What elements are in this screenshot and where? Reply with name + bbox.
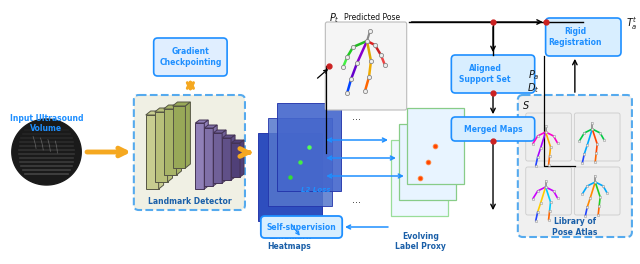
FancyBboxPatch shape — [525, 113, 572, 161]
Text: $P_a$: $P_a$ — [528, 69, 540, 82]
Polygon shape — [222, 135, 235, 138]
Polygon shape — [146, 111, 164, 115]
Text: L2 Loss: L2 Loss — [301, 187, 330, 193]
FancyBboxPatch shape — [276, 103, 341, 191]
FancyBboxPatch shape — [518, 95, 632, 237]
Polygon shape — [164, 109, 177, 175]
Polygon shape — [222, 130, 226, 183]
FancyBboxPatch shape — [545, 18, 621, 56]
Polygon shape — [195, 120, 208, 123]
Text: Evolving
Label Proxy: Evolving Label Proxy — [395, 232, 446, 251]
Text: $S$: $S$ — [522, 99, 530, 111]
FancyBboxPatch shape — [154, 38, 227, 76]
Polygon shape — [173, 102, 190, 106]
Text: Landmark
Heatmaps: Landmark Heatmaps — [268, 232, 312, 251]
FancyBboxPatch shape — [399, 124, 456, 200]
Text: Rigid
Registration: Rigid Registration — [548, 27, 602, 47]
Polygon shape — [159, 111, 164, 189]
Text: Input Ultrasound
Volume: Input Ultrasound Volume — [10, 114, 83, 133]
FancyBboxPatch shape — [574, 167, 620, 215]
Text: Predicted Pose: Predicted Pose — [344, 13, 400, 22]
Polygon shape — [146, 115, 159, 189]
Polygon shape — [164, 105, 182, 109]
Polygon shape — [155, 112, 168, 182]
Text: ...: ... — [351, 112, 360, 122]
FancyBboxPatch shape — [258, 133, 323, 221]
Text: Gradient
Checkpointing: Gradient Checkpointing — [159, 47, 221, 67]
Polygon shape — [231, 135, 235, 180]
Polygon shape — [12, 119, 81, 185]
Polygon shape — [173, 106, 186, 168]
Polygon shape — [204, 128, 213, 186]
Polygon shape — [204, 120, 208, 189]
Text: Merged Maps: Merged Maps — [464, 125, 522, 134]
Polygon shape — [155, 108, 173, 112]
Polygon shape — [195, 123, 204, 189]
Polygon shape — [231, 140, 244, 143]
FancyBboxPatch shape — [391, 140, 449, 216]
FancyBboxPatch shape — [325, 22, 406, 110]
Text: ...: ... — [351, 195, 360, 205]
Polygon shape — [213, 125, 217, 186]
FancyBboxPatch shape — [451, 117, 534, 141]
Text: Landmark Detector: Landmark Detector — [148, 197, 231, 206]
Text: Library of
Pose Atlas: Library of Pose Atlas — [552, 217, 598, 237]
Polygon shape — [168, 108, 173, 182]
FancyBboxPatch shape — [574, 113, 620, 161]
FancyBboxPatch shape — [261, 216, 342, 238]
FancyBboxPatch shape — [134, 95, 245, 210]
Text: $P_t$: $P_t$ — [330, 11, 340, 25]
Text: $T_a^t$: $T_a^t$ — [626, 16, 637, 32]
Polygon shape — [240, 140, 244, 177]
Polygon shape — [222, 138, 231, 180]
FancyBboxPatch shape — [451, 55, 534, 93]
Polygon shape — [186, 102, 190, 168]
Polygon shape — [213, 130, 226, 133]
FancyBboxPatch shape — [525, 167, 572, 215]
Polygon shape — [213, 133, 222, 183]
Text: Aligned
Support Set: Aligned Support Set — [460, 64, 511, 84]
Polygon shape — [231, 143, 240, 177]
Polygon shape — [204, 125, 217, 128]
Text: Self-supervision: Self-supervision — [267, 223, 337, 232]
Text: $D_t$: $D_t$ — [527, 81, 539, 95]
FancyBboxPatch shape — [406, 108, 464, 184]
Polygon shape — [177, 105, 182, 175]
FancyBboxPatch shape — [268, 118, 332, 206]
